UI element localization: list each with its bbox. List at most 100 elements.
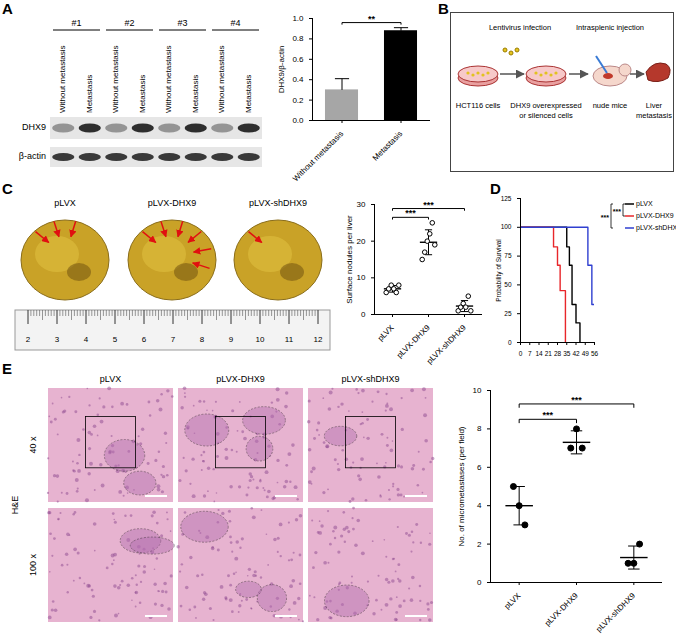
svg-text:8: 8 [477,424,482,433]
svg-text:125: 125 [501,195,512,202]
html-text:B: B [438,0,449,17]
svg-text:***: *** [543,410,554,420]
svg-text:50: 50 [504,281,512,288]
svg-text:35: 35 [563,350,571,357]
svg-text:4: 4 [84,335,89,344]
svg-text:0: 0 [519,350,523,357]
svg-text:pLVX: pLVX [100,374,121,384]
svg-text:75: 75 [504,252,512,259]
svg-text:pLVX-shDHX9: pLVX-shDHX9 [249,198,307,208]
svg-text:pLVX-DHX9: pLVX-DHX9 [395,323,432,360]
svg-text:DHX9/β-actin: DHX9/β-actin [277,46,286,94]
svg-text:0.4: 0.4 [292,75,304,84]
svg-text:5: 5 [113,335,118,344]
svg-text:Liver: Liver [646,101,663,110]
svg-text:***: *** [405,208,416,218]
svg-text:pLVX: pLVX [376,323,396,343]
svg-text:or silenced cells: or silenced cells [519,111,573,120]
svg-text:#2: #2 [124,18,134,28]
svg-text:28: 28 [554,350,562,357]
svg-text:7: 7 [528,350,532,357]
svg-text:Probability of Survival: Probability of Survival [495,239,503,302]
svg-text:#4: #4 [230,18,240,28]
html-text:D: D [490,180,501,197]
html-text:A: A [2,0,13,17]
svg-text:Metastasis: Metastasis [85,75,94,113]
svg-text:HCT116 cells: HCT116 cells [456,101,501,110]
svg-text:0.6: 0.6 [292,55,304,64]
svg-text:β-actin: β-actin [19,151,46,161]
svg-text:pLVX: pLVX [503,591,523,611]
svg-text:pLVX: pLVX [636,200,653,208]
svg-text:6: 6 [477,463,482,472]
svg-text:***: *** [601,214,609,221]
svg-text:56: 56 [591,350,599,357]
svg-text:10: 10 [473,386,482,395]
svg-text:3: 3 [55,335,60,344]
svg-text:100: 100 [501,223,512,230]
svg-text:DHX9: DHX9 [22,122,46,132]
html-text:E: E [2,360,12,377]
svg-text:2: 2 [26,335,31,344]
svg-text:2: 2 [477,540,482,549]
svg-text:21: 21 [545,350,553,357]
svg-text:pLVX-DHX9: pLVX-DHX9 [543,591,580,628]
svg-text:pLVX: pLVX [54,198,75,208]
svg-text:***: *** [571,395,582,405]
svg-text:Metastasis: Metastasis [191,75,200,113]
svg-text:Metastasis: Metastasis [244,75,253,113]
svg-text:49: 49 [582,350,590,357]
svg-text:Metastasis: Metastasis [371,129,404,162]
svg-text:Surface nodules per liver: Surface nodules per liver [345,215,354,304]
svg-text:pLVX-DHX9: pLVX-DHX9 [636,212,674,220]
svg-text:0.8: 0.8 [292,34,304,43]
svg-text:1.0: 1.0 [292,14,304,23]
svg-text:H&E: H&E [10,496,20,515]
svg-text:40 x: 40 x [28,436,38,454]
svg-text:Without metastasis: Without metastasis [58,45,67,113]
svg-text:11: 11 [285,335,294,344]
svg-text:6: 6 [142,335,147,344]
svg-text:0: 0 [361,310,366,319]
svg-text:#3: #3 [177,18,187,28]
svg-text:30: 30 [357,200,366,209]
svg-text:***: *** [613,208,621,215]
svg-text:**: ** [368,14,376,24]
svg-text:14: 14 [535,350,543,357]
svg-text:10: 10 [256,335,265,344]
svg-text:Intrasplenic injection: Intrasplenic injection [576,23,644,32]
svg-text:pLVX-shDHX9: pLVX-shDHX9 [342,374,400,384]
svg-text:4: 4 [477,501,482,510]
svg-text:No. of micrometastases (per fi: No. of micrometastases (per field) [457,426,466,546]
svg-text:8: 8 [200,335,205,344]
svg-text:pLVX-DHX9: pLVX-DHX9 [216,374,264,384]
svg-text:metastasis: metastasis [636,111,672,120]
svg-text:20: 20 [357,237,366,246]
svg-text:nude mice: nude mice [593,101,628,110]
svg-text:***: *** [423,200,434,210]
html-text:C: C [2,180,13,197]
svg-text:10: 10 [357,273,366,282]
svg-text:pLVX-shDHX9: pLVX-shDHX9 [636,224,676,232]
svg-text:7: 7 [171,335,176,344]
svg-text:Metastasis: Metastasis [138,75,147,113]
svg-text:#1: #1 [71,18,81,28]
svg-text:DHX9 overexpressed: DHX9 overexpressed [510,101,581,110]
svg-text:9: 9 [229,335,234,344]
svg-text:Without metastasis: Without metastasis [164,45,173,113]
svg-text:100 x: 100 x [28,553,38,576]
svg-text:Without metastasis: Without metastasis [291,129,345,183]
svg-text:12: 12 [314,335,323,344]
svg-text:pLVX-DHX9: pLVX-DHX9 [148,198,196,208]
svg-text:42: 42 [572,350,580,357]
svg-text:0: 0 [477,578,482,587]
svg-text:0.0: 0.0 [292,116,304,125]
svg-text:pLVX-shDHX9: pLVX-shDHX9 [425,323,468,366]
svg-text:pLVX-shDHX9: pLVX-shDHX9 [594,591,637,634]
svg-text:Without metastasis: Without metastasis [111,45,120,113]
svg-text:Without metastasis: Without metastasis [217,45,226,113]
svg-text:25: 25 [504,310,512,317]
svg-text:0: 0 [508,339,512,346]
svg-text:0.2: 0.2 [292,96,304,105]
svg-text:Lentivirus infection: Lentivirus infection [489,23,551,32]
